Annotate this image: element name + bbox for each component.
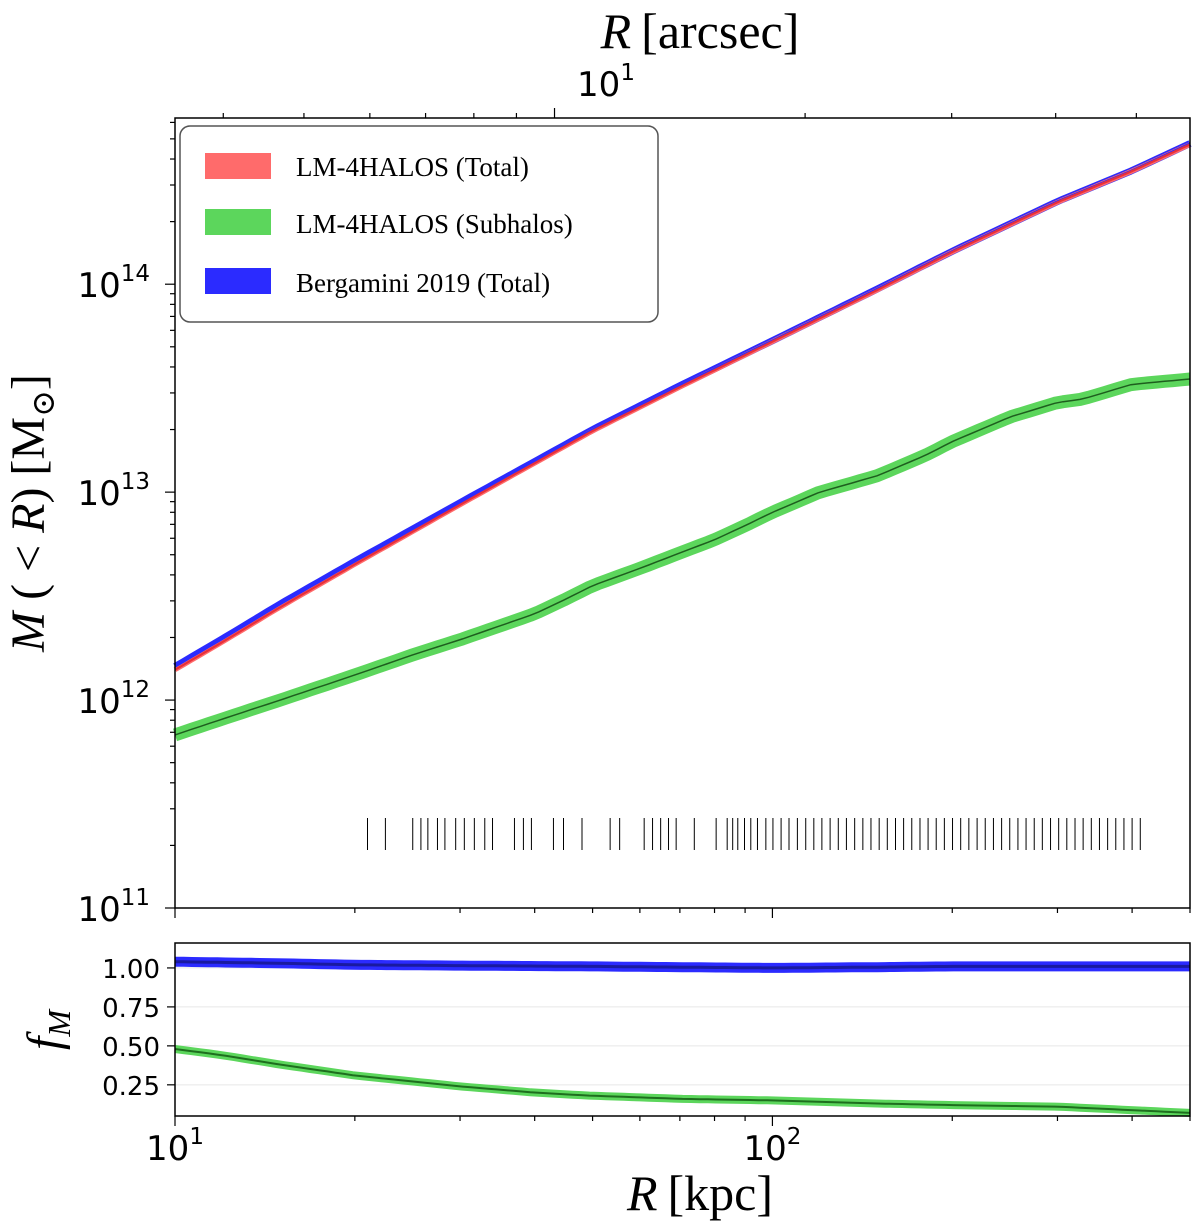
y-tick-label: 1014 (77, 261, 150, 306)
legend-swatch-subhalos (205, 209, 271, 235)
bottom-x-axis-label: R [kpc] (626, 1165, 773, 1221)
y-tick-label: 1012 (77, 677, 150, 722)
top-axis-tick-label: 101 (577, 60, 635, 105)
x-tick-label: 102 (743, 1124, 801, 1169)
legend-swatch-total (205, 153, 271, 179)
ratio-line-1 (174, 1048, 1191, 1114)
ratio-line-0 (174, 960, 1190, 970)
y-tick-label: 1013 (77, 469, 150, 514)
legend-box (179, 125, 659, 323)
y-tick-label: 1011 (77, 885, 150, 930)
main-panel-frame (174, 117, 1191, 909)
ratio-y-tick-label: 0.50 (102, 1033, 160, 1063)
main-y-ticks: 1011 1012 1013 1014 (77, 121, 175, 930)
legend-label-total: LM-4HALOS (Total) (296, 152, 529, 182)
ratio-bands (174, 956, 1191, 1117)
series-band-lm-4halos-subhalos- (172, 372, 1191, 742)
legend-label-subhalos: LM-4HALOS (Subhalos) (296, 209, 573, 239)
main-y-axis-label: M ( < R) [M⊙] (2, 374, 61, 653)
top-axis-label: R [arcsec] (600, 3, 800, 59)
ratio-y-axis-label: fM (18, 1008, 77, 1050)
main-x-ticks (174, 908, 1191, 918)
series-line-lm-4halos-subhalos- (174, 378, 1191, 736)
legend-label-bergamini: Bergamini 2019 (Total) (296, 268, 550, 298)
ratio-band-1 (174, 1045, 1191, 1117)
member-radii-rug (367, 818, 1141, 850)
ratio-grid (175, 967, 1190, 1086)
x-tick-label: 101 (146, 1124, 204, 1169)
ratio-panel: 101 102 0.25 0.50 0.75 1.00 (102, 942, 1191, 1169)
ratio-lines (174, 960, 1191, 1114)
main-panel: 1011 1012 1013 1014 LM-4HALOS (Total) LM-4H… (77, 108, 1192, 930)
ratio-y-ticks: 0.25 0.50 0.75 1.00 (102, 955, 175, 1102)
legend-swatch-bergamini (205, 268, 271, 294)
ratio-y-tick-label: 0.75 (102, 994, 160, 1024)
series-line-lm-4halos-total- (174, 143, 1191, 671)
main-lines (174, 142, 1191, 736)
ratio-x-ticks: 101 102 (146, 1116, 1191, 1169)
ratio-y-tick-label: 1.00 (102, 955, 160, 985)
legend: LM-4HALOS (Total) LM-4HALOS (Subhalos) B… (179, 125, 659, 323)
ratio-panel-frame (174, 942, 1191, 1117)
ratio-y-tick-label: 0.25 (102, 1072, 160, 1102)
top-x-ticks (222, 108, 1137, 118)
